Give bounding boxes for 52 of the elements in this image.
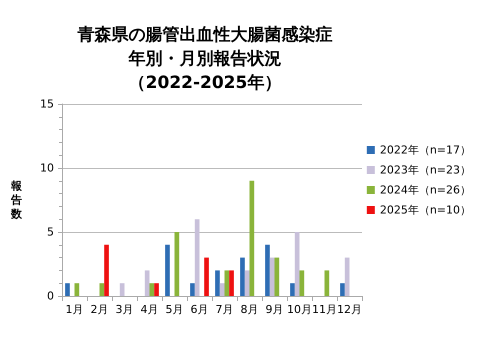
bar — [204, 258, 209, 296]
legend-label: 2025年（n=10） — [380, 204, 472, 216]
bar — [174, 232, 180, 296]
chart-subtitle: 年別・月別報告状況（2022-2025年） — [128, 49, 282, 93]
y-tick-label: 5 — [47, 226, 54, 238]
x-tick-label: 12月 — [337, 303, 362, 316]
bar — [144, 270, 150, 296]
chart-title: 青森県の腸管出血性大腸菌感染症 — [76, 25, 332, 45]
x-tick-label: 6月 — [190, 303, 208, 316]
bar — [65, 283, 70, 296]
bar — [220, 283, 224, 296]
bar — [300, 270, 304, 296]
bar — [240, 258, 245, 296]
y-tick-label: 10 — [40, 162, 54, 174]
bar — [244, 270, 250, 296]
bar — [290, 283, 295, 296]
bar — [120, 283, 124, 296]
legend-label: 2024年（n=26） — [380, 184, 472, 196]
x-tick-label: 8月 — [240, 303, 258, 316]
bar — [270, 258, 274, 296]
bar — [74, 283, 80, 296]
x-tick-label: 7月 — [216, 303, 234, 316]
bar — [340, 283, 345, 296]
bar — [154, 283, 159, 296]
bar — [150, 283, 154, 296]
legend-label: 2022年（n=17） — [380, 144, 472, 156]
x-tick-label: 9月 — [266, 303, 284, 316]
bar — [224, 270, 230, 296]
bar — [344, 258, 350, 296]
y-axis-title: 報告数 — [10, 180, 23, 220]
bar — [165, 244, 170, 296]
legend-label: 2023年（n=23） — [380, 164, 472, 176]
x-tick-label: 1月 — [66, 303, 84, 316]
x-tick-label: 4月 — [140, 303, 158, 316]
bar — [194, 219, 200, 296]
y-tick-label: 0 — [47, 290, 54, 302]
x-tick-label: 3月 — [116, 303, 134, 316]
x-tick-label: 10月 — [287, 303, 312, 316]
bar — [229, 270, 234, 296]
bar — [274, 258, 280, 296]
x-tick-label: 11月 — [312, 303, 337, 316]
bar — [190, 283, 195, 296]
bar — [324, 270, 330, 296]
x-tick-label: 2月 — [90, 303, 108, 316]
x-tick-label: 5月 — [166, 303, 184, 316]
bar — [294, 232, 300, 296]
y-tick-label: 15 — [40, 98, 54, 110]
bar — [215, 270, 220, 296]
bar — [250, 180, 254, 296]
bar — [265, 244, 270, 296]
bar — [104, 244, 109, 296]
bar — [100, 283, 104, 296]
